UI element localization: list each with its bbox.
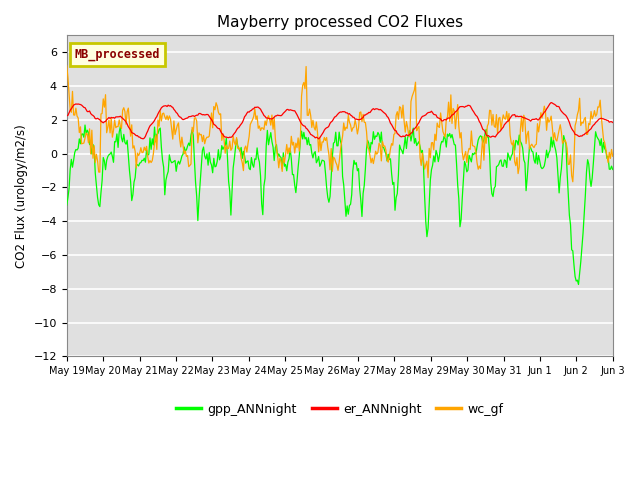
Line: er_ANNnight: er_ANNnight xyxy=(67,103,612,139)
Line: wc_gf: wc_gf xyxy=(67,66,612,182)
er_ANNnight xyxy=(465,103,473,108)
wc_gf xyxy=(293,145,301,151)
wc_gf xyxy=(395,116,403,122)
er_ANNnight xyxy=(233,127,241,133)
gpp_ANNnight xyxy=(396,142,403,148)
gpp_ANNnight xyxy=(63,202,70,208)
wc_gf xyxy=(233,135,241,141)
Line: gpp_ANNnight: gpp_ANNnight xyxy=(67,125,612,285)
er_ANNnight xyxy=(293,112,301,118)
gpp_ANNnight xyxy=(465,153,473,158)
er_ANNnight xyxy=(609,120,616,125)
gpp_ANNnight xyxy=(81,122,89,128)
er_ANNnight xyxy=(369,106,377,111)
wc_gf xyxy=(63,63,70,69)
er_ANNnight xyxy=(63,113,70,119)
wc_gf xyxy=(609,154,616,159)
er_ANNnight xyxy=(396,133,403,139)
gpp_ANNnight xyxy=(369,129,377,134)
er_ANNnight xyxy=(561,112,569,118)
er_ANNnight xyxy=(315,136,323,142)
Text: MB_processed: MB_processed xyxy=(75,48,161,61)
Y-axis label: CO2 Flux (urology/m2/s): CO2 Flux (urology/m2/s) xyxy=(15,124,28,268)
gpp_ANNnight xyxy=(609,167,616,172)
gpp_ANNnight xyxy=(294,165,302,170)
wc_gf xyxy=(569,179,577,185)
gpp_ANNnight xyxy=(575,282,582,288)
wc_gf xyxy=(464,150,472,156)
er_ANNnight xyxy=(547,100,555,106)
wc_gf xyxy=(559,141,566,146)
Title: Mayberry processed CO2 Fluxes: Mayberry processed CO2 Fluxes xyxy=(217,15,463,30)
wc_gf xyxy=(369,156,376,161)
gpp_ANNnight xyxy=(234,143,241,149)
Legend: gpp_ANNnight, er_ANNnight, wc_gf: gpp_ANNnight, er_ANNnight, wc_gf xyxy=(171,398,509,420)
gpp_ANNnight xyxy=(560,132,568,138)
